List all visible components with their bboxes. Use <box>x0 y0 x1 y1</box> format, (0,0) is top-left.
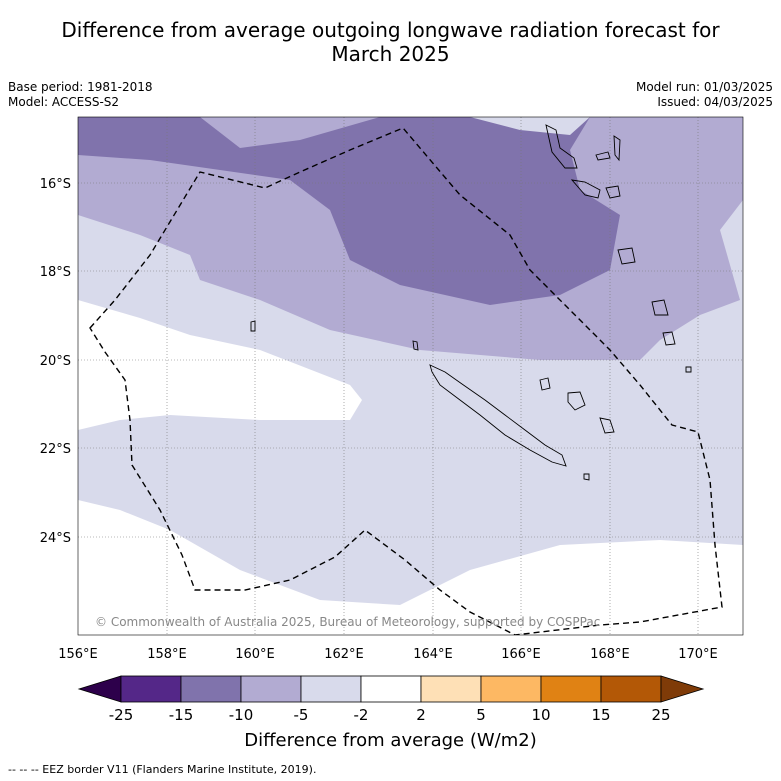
vanuatu-malekula <box>570 179 601 199</box>
map-area: © Commonwealth of Australia 2025, Bureau… <box>78 117 743 635</box>
anomaly-patch-top-right <box>470 117 590 135</box>
colorbar-segment <box>360 675 422 703</box>
colorbar: -25 -15 -10 -5 -2 2 5 10 15 25 <box>77 675 705 724</box>
lon-labels: 156°E 158°E 160°E 162°E 164°E 166°E 168°… <box>58 647 718 662</box>
vanuatu-banks <box>595 151 611 161</box>
lon-label: 166°E <box>501 647 541 662</box>
lat-label: 22°S <box>40 442 71 457</box>
base-period: Base period: 1981-2018 <box>8 80 153 94</box>
map-title: Difference from average outgoing longwav… <box>0 18 781 66</box>
colorbar-label: Difference from average (W/m2) <box>244 730 537 751</box>
lon-label: 168°E <box>590 647 630 662</box>
coastlines <box>250 124 692 481</box>
vanuatu-aneityum <box>662 331 676 346</box>
colorbar-extend-low <box>77 675 122 703</box>
lat-labels: 16°S 18°S 20°S 22°S 24°S <box>40 177 71 546</box>
lat-label: 20°S <box>40 354 71 369</box>
anomaly-white-south <box>78 500 743 635</box>
anomaly-white-west <box>78 300 362 430</box>
isle-of-pines <box>583 473 590 481</box>
loyalty-island-2 <box>567 391 586 411</box>
lon-label: 158°E <box>147 647 187 662</box>
colorbar-segment <box>180 675 242 703</box>
lon-label: 170°E <box>678 647 718 662</box>
lon-label: 156°E <box>58 647 98 662</box>
colorbar-extend-high <box>660 675 705 703</box>
small-island-3 <box>412 340 419 351</box>
colorbar-segment <box>420 675 482 703</box>
loyalty-island-3 <box>599 417 615 434</box>
eez-legend-footer: -- -- -- EEZ border V11 (Flanders Marine… <box>8 763 317 776</box>
loyalty-island-1 <box>539 377 551 391</box>
colorbar-segment <box>240 675 302 703</box>
colorbar-segment <box>600 675 662 703</box>
small-island-1 <box>685 366 692 373</box>
graticule <box>78 117 743 635</box>
colorbar-tick-label: -15 <box>169 706 194 724</box>
title-line-2: March 2025 <box>331 42 450 66</box>
lon-label: 160°E <box>235 647 275 662</box>
anomaly-band-strong <box>78 117 620 305</box>
copyright-text: © Commonwealth of Australia 2025, Bureau… <box>95 615 600 629</box>
colorbar-tick-label: 25 <box>651 706 670 724</box>
vanuatu-efate <box>605 185 621 199</box>
vanuatu-espiritu-santo <box>545 124 578 169</box>
vanuatu-erromango <box>651 299 669 316</box>
meta-right: Model run: 01/03/2025 Issued: 04/03/2025 <box>636 80 773 110</box>
colorbar-tick-label: -5 <box>294 706 309 724</box>
map-frame <box>77 116 744 636</box>
vanuatu-pentecost <box>613 135 621 162</box>
meta-left: Base period: 1981-2018 Model: ACCESS-S2 <box>8 80 153 110</box>
model-run: Model run: 01/03/2025 <box>635 80 773 94</box>
lat-label: 18°S <box>40 265 71 280</box>
colorbar-tick-label: -2 <box>354 706 369 724</box>
colorbar-segment <box>540 675 602 703</box>
new-caledonia-island <box>429 364 567 467</box>
colorbar-tick-label: 2 <box>416 706 426 724</box>
vanuatu-tanna <box>617 247 636 265</box>
lat-label: 16°S <box>40 177 71 192</box>
colorbar-segment <box>300 675 362 703</box>
title-line-1: Difference from average outgoing longwav… <box>61 18 720 42</box>
colorbar-tick-label: -10 <box>229 706 254 724</box>
lon-label: 162°E <box>324 647 364 662</box>
model-name: Model: ACCESS-S2 <box>8 95 120 109</box>
colorbar-tick-label: 5 <box>476 706 486 724</box>
colorbar-segment <box>480 675 542 703</box>
colorbar-tick-label: -25 <box>109 706 134 724</box>
colorbar-tick-label: 15 <box>591 706 610 724</box>
colorbar-segment <box>120 675 182 703</box>
colorbar-tick-label: 10 <box>531 706 550 724</box>
lon-label: 164°E <box>413 647 453 662</box>
issued-date: Issued: 04/03/2025 <box>657 95 773 109</box>
small-island-2 <box>250 320 256 332</box>
lat-label: 24°S <box>40 531 71 546</box>
eez-border <box>89 127 723 635</box>
